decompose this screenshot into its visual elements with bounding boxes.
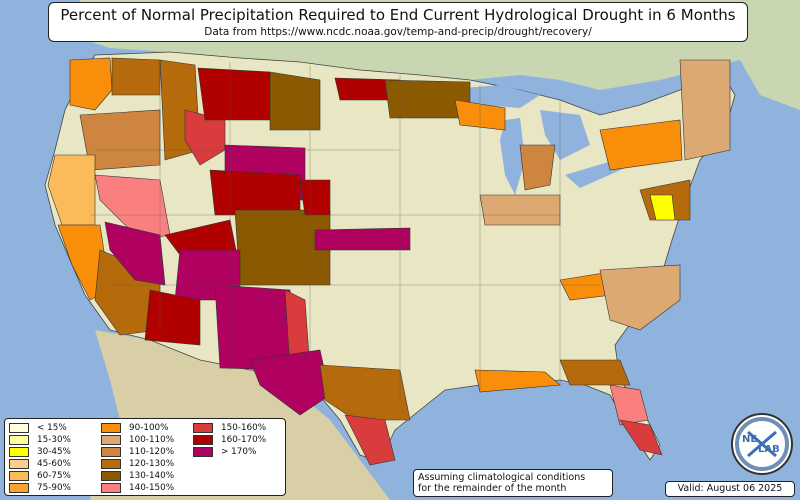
legend-item: 150-160%	[193, 422, 281, 434]
region-wa-east	[111, 57, 161, 96]
legend-label: 45-60%	[37, 459, 71, 469]
map-subtitle: Data from https://www.ncdc.noaa.gov/temp…	[204, 26, 592, 38]
legend-swatch	[101, 435, 121, 445]
legend-item: < 15%	[9, 422, 97, 434]
legend-item: 110-120%	[101, 446, 189, 458]
legend-swatch	[9, 435, 29, 445]
legend-item: 45-60%	[9, 458, 97, 470]
region-ks-north	[314, 227, 411, 251]
legend-label: 15-30%	[37, 435, 71, 445]
legend: < 15% 15-30% 30-45% 45-60% 60-75% 75-90% 90-10…	[4, 418, 286, 496]
legend-swatch	[193, 447, 213, 457]
legend-item: 30-45%	[9, 446, 97, 458]
legend-swatch	[193, 435, 213, 445]
drought-regions	[47, 57, 731, 466]
legend-label: > 170%	[221, 447, 257, 457]
assumption-note: Assuming climatological conditions for t…	[413, 469, 613, 497]
nexlab-logo: NE LAB	[731, 413, 793, 475]
legend-label: 30-45%	[37, 447, 71, 457]
region-fl-south	[619, 419, 663, 456]
legend-label: 100-110%	[129, 435, 175, 445]
legend-item: > 170%	[193, 446, 281, 458]
legend-label: 90-100%	[129, 423, 169, 433]
legend-item: 15-30%	[9, 434, 97, 446]
state-boundaries	[90, 60, 600, 400]
legend-swatch	[9, 447, 29, 457]
legend-label: 140-150%	[129, 483, 175, 493]
legend-item: 100-110%	[101, 434, 189, 446]
title-box: Percent of Normal Precipitation Required…	[48, 2, 748, 42]
legend-label: 160-170%	[221, 435, 267, 445]
region-mi-lower	[519, 144, 556, 191]
legend-swatch	[101, 423, 121, 433]
logo-x-mark	[747, 430, 777, 458]
legend-item: 60-75%	[9, 470, 97, 482]
region-in-oh	[479, 194, 561, 226]
legend-swatch	[101, 447, 121, 457]
legend-swatch	[9, 483, 29, 493]
lake-michigan	[500, 118, 525, 195]
region-wy-south	[209, 169, 301, 216]
legend-label: 130-140%	[129, 471, 175, 481]
legend-item: 90-100%	[101, 422, 189, 434]
legend-swatch	[9, 471, 29, 481]
legend-item: 160-170%	[193, 434, 281, 446]
legend-label: < 15%	[37, 423, 67, 433]
legend-swatch	[101, 471, 121, 481]
legend-swatch	[101, 459, 121, 469]
logo-text-b: LAB	[758, 444, 780, 455]
legend-swatch	[193, 423, 213, 433]
note-line-1: Assuming climatological conditions	[418, 472, 586, 483]
region-md-de	[649, 194, 676, 221]
map-title: Percent of Normal Precipitation Required…	[60, 6, 736, 24]
region-nv-south	[104, 221, 166, 286]
region-carolinas	[599, 264, 681, 331]
legend-grid: < 15% 15-30% 30-45% 45-60% 60-75% 75-90% 90-10…	[9, 422, 281, 494]
region-ne-west	[299, 179, 331, 216]
legend-swatch	[9, 459, 29, 469]
legend-swatch	[101, 483, 121, 493]
region-ga-south	[559, 359, 631, 386]
valid-date: Valid: August 06 2025	[665, 481, 795, 497]
legend-label: 150-160%	[221, 423, 267, 433]
legend-label: 120-130%	[129, 459, 175, 469]
region-new-england	[679, 59, 731, 161]
note-line-2: for the remainder of the month	[418, 483, 567, 494]
legend-item: 75-90%	[9, 482, 97, 494]
region-tx-south	[344, 414, 396, 466]
region-fl-central	[609, 384, 649, 426]
region-mt-east	[269, 71, 321, 131]
legend-label: 75-90%	[37, 483, 71, 493]
legend-label: 110-120%	[129, 447, 175, 457]
legend-item: 140-150%	[101, 482, 189, 494]
legend-item: 130-140%	[101, 470, 189, 482]
legend-swatch	[9, 423, 29, 433]
region-mt-north	[197, 67, 271, 121]
logo-text-a: NE	[742, 434, 757, 445]
region-az-south	[144, 289, 201, 346]
region-wa-west	[69, 57, 113, 111]
region-pa-ny	[599, 119, 683, 171]
legend-label: 60-75%	[37, 471, 71, 481]
legend-item: 120-130%	[101, 458, 189, 470]
